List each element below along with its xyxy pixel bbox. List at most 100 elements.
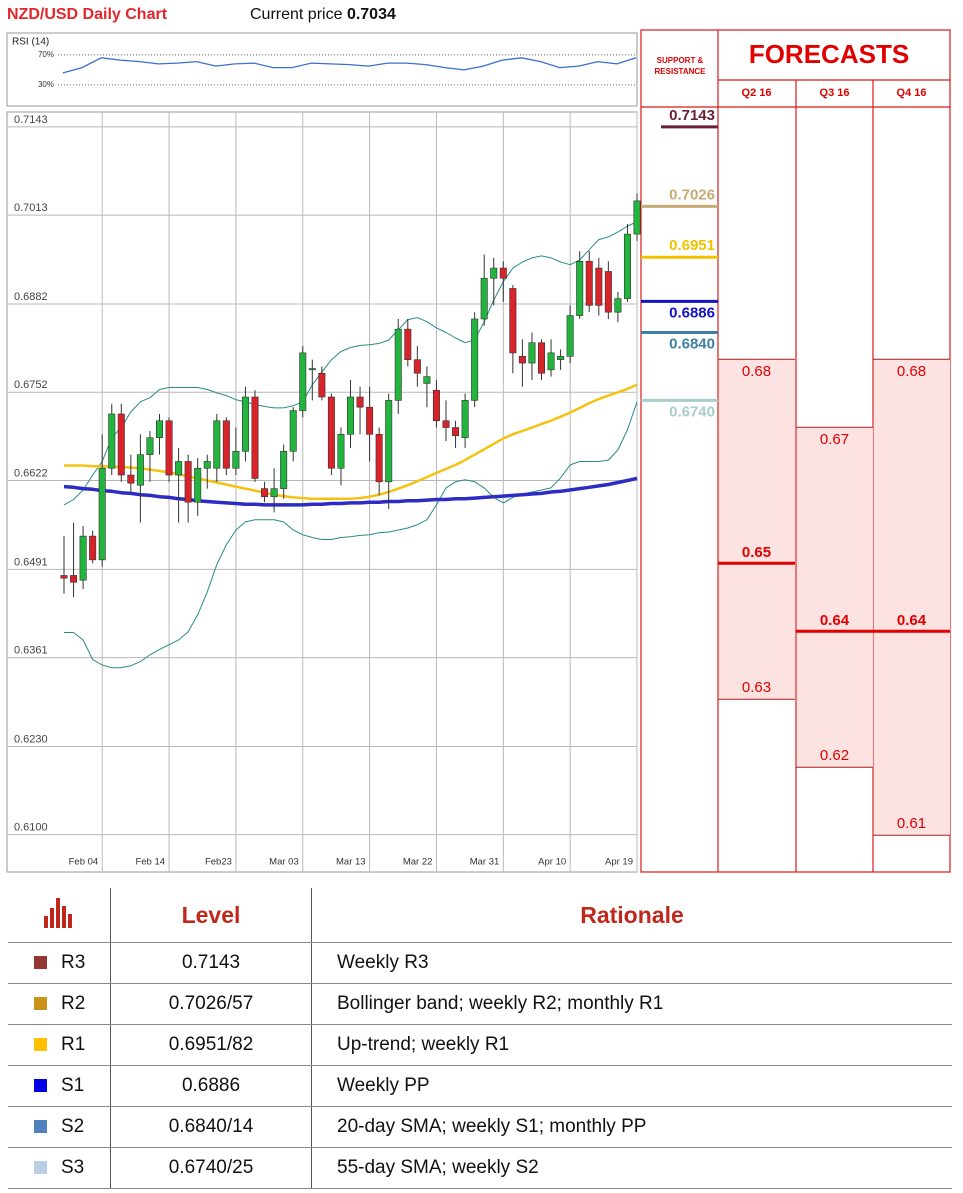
candle-body bbox=[528, 342, 536, 364]
candle-body bbox=[146, 437, 154, 455]
candle-body bbox=[194, 467, 202, 503]
line-series bbox=[64, 401, 638, 669]
x-tick-label: Apr 10 bbox=[538, 857, 566, 868]
forecast-label: 0.61 bbox=[897, 815, 926, 832]
x-tick-label: Q3 16 bbox=[820, 87, 850, 99]
level-name: R1 bbox=[61, 1034, 86, 1055]
candle-body bbox=[346, 396, 354, 435]
candle-body bbox=[623, 233, 631, 299]
x-tick-label: Apr 19 bbox=[605, 857, 633, 868]
candle-body bbox=[566, 315, 574, 357]
table-row: R3 0.7143 Weekly R3 bbox=[8, 942, 952, 984]
forecast-label: 0.63 bbox=[742, 679, 771, 696]
x-tick-label: Feb23 bbox=[205, 857, 232, 868]
rationale: Weekly R3 bbox=[311, 942, 952, 984]
rationale: Weekly PP bbox=[311, 1065, 952, 1107]
level-label: 0.6740 bbox=[669, 403, 715, 420]
candle-body bbox=[136, 454, 144, 486]
legend-marker bbox=[34, 1120, 47, 1133]
candle-body bbox=[79, 535, 87, 581]
candle-body bbox=[70, 575, 78, 583]
name-cell: S3 bbox=[8, 1147, 111, 1189]
name-cell: R1 bbox=[8, 1024, 111, 1066]
candle-body bbox=[280, 450, 288, 489]
candle-body bbox=[108, 413, 116, 469]
candle-body bbox=[604, 271, 612, 313]
candle-body bbox=[356, 396, 364, 408]
candle-body bbox=[442, 420, 450, 428]
forecast-label: 0.68 bbox=[742, 363, 771, 380]
level-name: R3 bbox=[61, 952, 86, 973]
name-cell: R3 bbox=[8, 942, 111, 984]
forecast-range bbox=[719, 359, 795, 700]
levels-title: SUPPORT & RESISTANCE bbox=[654, 56, 706, 76]
forecast-label: 0.65 bbox=[742, 544, 771, 561]
level-value: 0.6740/25 bbox=[110, 1147, 312, 1189]
level-value: 0.6951/82 bbox=[110, 1024, 312, 1066]
candle-body bbox=[337, 434, 345, 469]
candle-body bbox=[251, 396, 259, 479]
level-name: S2 bbox=[61, 1116, 85, 1137]
price-label: Current price 0.7034 bbox=[250, 6, 396, 23]
level-name: R2 bbox=[61, 993, 86, 1014]
header-row: Level Rationale bbox=[8, 888, 952, 943]
x-tick-label: Feb 04 bbox=[69, 857, 99, 868]
candle-body bbox=[60, 575, 68, 579]
candle-body bbox=[127, 474, 135, 484]
legend-marker bbox=[34, 997, 47, 1010]
rationale: Bollinger band; weekly R2; monthly R1 bbox=[311, 983, 952, 1025]
column-header: Rationale bbox=[311, 888, 952, 943]
y-tick-label: 30% bbox=[38, 80, 54, 89]
candle-body bbox=[518, 355, 526, 364]
name-cell: S1 bbox=[8, 1065, 111, 1107]
icon-cell bbox=[8, 888, 111, 943]
level-value: 0.7026/57 bbox=[110, 983, 312, 1025]
level-label: 0.6840 bbox=[669, 336, 715, 353]
legend-marker bbox=[34, 1038, 47, 1051]
candle-body bbox=[222, 420, 230, 469]
line-series bbox=[63, 221, 638, 506]
candle-body bbox=[413, 359, 421, 374]
candle-body bbox=[117, 413, 125, 476]
level-name: S1 bbox=[61, 1075, 85, 1096]
y-tick-label: 0.6882 bbox=[14, 291, 48, 303]
y-tick-label: 0.6361 bbox=[14, 644, 48, 656]
forecast-label: 0.68 bbox=[897, 363, 926, 380]
x-tick-label: Mar 31 bbox=[470, 857, 500, 868]
candle-body bbox=[175, 461, 183, 476]
table-row: S3 0.6740/25 55-day SMA; weekly S2 bbox=[8, 1147, 952, 1189]
candle-body bbox=[366, 406, 374, 435]
y-tick-label: 0.6752 bbox=[14, 379, 48, 391]
candle-body bbox=[327, 396, 335, 469]
legend-marker bbox=[34, 956, 47, 969]
candle-body bbox=[585, 260, 593, 306]
candle-body bbox=[404, 328, 412, 360]
candle-body bbox=[633, 200, 641, 235]
price-caption: Current price bbox=[250, 6, 343, 23]
y-tick-label: 0.6491 bbox=[14, 556, 48, 568]
candle-body bbox=[499, 267, 507, 279]
chart-area: NZD/USD Daily Chart Current price 0.7034… bbox=[6, 6, 951, 873]
rsi-title: RSI (14) bbox=[12, 37, 49, 48]
line-series bbox=[64, 383, 638, 501]
level-name: S3 bbox=[61, 1157, 85, 1178]
candle-body bbox=[308, 368, 316, 371]
table-row: S2 0.6840/14 20-day SMA; weekly S1; monthl… bbox=[8, 1106, 952, 1148]
candle-body bbox=[289, 410, 297, 452]
rationale: Up-trend; weekly R1 bbox=[311, 1024, 952, 1066]
candle-body bbox=[557, 355, 565, 360]
legend-marker bbox=[34, 1079, 47, 1092]
forecast-label: 0.67 bbox=[820, 431, 849, 448]
candle-body bbox=[423, 376, 431, 384]
rationale: 55-day SMA; weekly S2 bbox=[311, 1147, 952, 1189]
y-tick-label: 0.6100 bbox=[14, 822, 48, 834]
price-value: 0.7034 bbox=[347, 6, 396, 23]
candle-body bbox=[184, 461, 192, 503]
x-tick-label: Feb 14 bbox=[135, 857, 165, 868]
forecast-range bbox=[797, 427, 873, 768]
candle-body bbox=[299, 352, 307, 411]
x-tick-label: Q4 16 bbox=[897, 87, 927, 99]
candle-body bbox=[614, 298, 622, 313]
candle-body bbox=[98, 467, 106, 561]
candle-body bbox=[509, 288, 517, 354]
